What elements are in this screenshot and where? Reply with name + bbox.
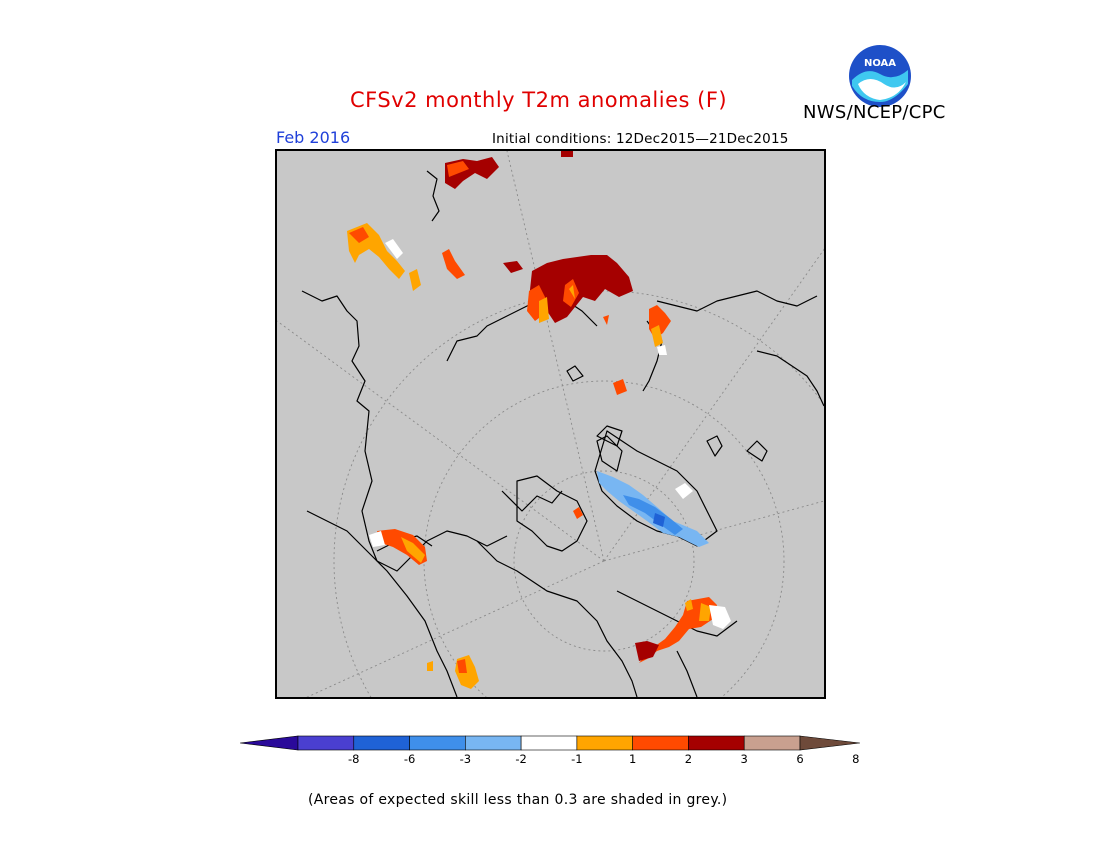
anomaly-sw-usa-weak [455, 655, 479, 689]
anomaly-alaska-weak [401, 537, 425, 563]
anomaly-ne-canada-strong [635, 641, 659, 661]
map-title: CFSv2 monthly T2m anomalies (F) [350, 88, 728, 112]
coast-labrador [616, 590, 738, 637]
skill-note: (Areas of expected skill less than 0.3 a… [308, 792, 728, 808]
anomaly-scandinavia-weak [651, 325, 663, 347]
coast-scandinavia [656, 290, 818, 312]
colorbar-bins [240, 735, 860, 751]
coast-faroe [746, 440, 768, 462]
anomaly-east-asia-medium [447, 161, 469, 177]
anomaly-europe-weak-a [539, 297, 549, 323]
colorbar-bin [465, 735, 522, 751]
colorbar-tick-label: -2 [515, 752, 527, 766]
coast-greenland [594, 430, 718, 547]
coast-newfoundland [676, 650, 698, 697]
anomaly-svalbard [613, 379, 627, 395]
colorbar-tick-label: 8 [852, 752, 860, 766]
meridian-1 [506, 151, 605, 562]
anomaly-greenland-near-zero [675, 483, 693, 499]
anomaly-europe-weak-b [569, 285, 575, 299]
lat-circle-outer [333, 290, 824, 697]
noaa-logo: NOAA [849, 45, 911, 107]
anomaly-scandinavia-near-zero [657, 345, 667, 355]
anomaly-central-asia-east [442, 249, 465, 279]
coast-alaska-west [306, 510, 458, 697]
anomaly-ne-canada-dot [685, 599, 693, 611]
meridian-5 [306, 560, 605, 697]
colorbar-bin [409, 735, 466, 751]
colorbar-tick-label: 6 [796, 752, 804, 766]
colorbar-tick-label: -1 [571, 752, 583, 766]
lat-circle-inner [513, 470, 695, 652]
anomaly-europe-dot [503, 261, 523, 273]
anomaly-europe-strong [529, 255, 633, 323]
forecast-month: Feb 2016 [276, 128, 351, 147]
coast-east-asia [426, 170, 440, 222]
colorbar-bin [688, 735, 745, 751]
anomaly-ne-canada-medium [639, 597, 717, 663]
anomaly-alaska-near-zero [369, 531, 385, 547]
anomaly-central-asia-medium [349, 227, 369, 243]
noaa-logo-bird [858, 79, 906, 100]
anomaly-patches [347, 151, 731, 689]
colorbar-bin [576, 735, 633, 751]
meridian-4 [603, 248, 824, 562]
anomaly-central-asia-dot [409, 269, 421, 291]
coast-iceland [706, 435, 723, 457]
meridian-3 [603, 500, 824, 562]
polar-map-canvas [277, 151, 824, 697]
coast-taymyr [501, 490, 563, 512]
anomaly-top-edge [561, 151, 573, 157]
coast-franz-josef [596, 425, 623, 447]
colorbar-extension-low [240, 735, 299, 751]
colorbar-tick-label: -3 [459, 752, 472, 766]
colorbar-tick-label: 3 [740, 752, 748, 766]
colorbar-tick-label: -6 [403, 752, 416, 766]
anomaly-europe-dot-b [603, 315, 609, 325]
coast-europe-west [756, 350, 824, 407]
coast-russia-arctic [301, 290, 508, 572]
anomaly-central-asia-near-zero [385, 239, 403, 259]
colorbar-extension-high [799, 735, 860, 751]
colorbar-bin [632, 735, 689, 751]
anomaly-sw-usa-medium [457, 659, 467, 673]
anomaly-ne-canada-near-zero [709, 605, 731, 629]
meridian-2 [277, 320, 605, 562]
anomaly-arctic-dot [573, 507, 583, 519]
colorbar-bin [297, 735, 355, 751]
colorbar-tick-label: -8 [348, 752, 360, 766]
colorbar-bin [353, 735, 410, 751]
noaa-logo-text: NOAA [864, 58, 896, 69]
anomaly-sw-usa-dot [427, 661, 433, 671]
coast-hudson-bay [476, 540, 638, 697]
colorbar-tick-label: 1 [628, 752, 637, 766]
anomaly-greenland-mid [623, 495, 683, 535]
polar-map [275, 149, 826, 699]
anomaly-ne-canada-weak [699, 603, 711, 621]
agency-label: NWS/NCEP/CPC [803, 102, 946, 123]
anomaly-greenland-dark [653, 513, 665, 527]
coast-canadian-archipelago [516, 475, 588, 552]
colorbar [240, 735, 860, 751]
colorbar-tick-label: 2 [684, 752, 693, 766]
colorbar-bin [743, 735, 801, 751]
colorbar-bin [520, 735, 578, 751]
initial-conditions: Initial conditions: 12Dec2015—21Dec2015 [492, 131, 789, 147]
coast-novaya-zemlya [566, 365, 584, 382]
anomaly-europe-medium-b [563, 279, 579, 307]
